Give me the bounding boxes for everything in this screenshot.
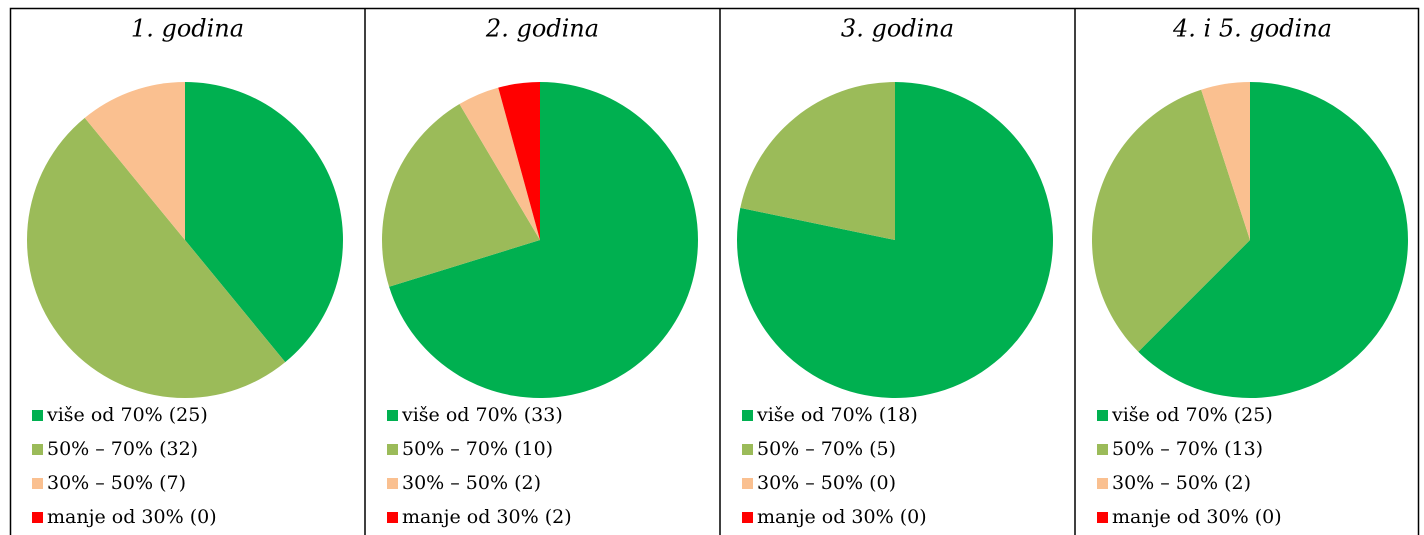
legend-value: (10): [514, 438, 553, 460]
legend-swatch: [387, 478, 398, 489]
legend-entry: više od 70% (33): [401, 404, 563, 426]
legend-value: (18): [879, 404, 918, 426]
pie-slice: [737, 82, 1053, 399]
legend-swatch: [742, 512, 753, 523]
legend-value: (0): [869, 472, 896, 494]
legend-swatch: [32, 512, 43, 523]
legend-value: (0): [900, 506, 927, 528]
legend-entry: manje od 30% (0): [1112, 506, 1282, 528]
chart-title: 3. godina: [841, 15, 954, 43]
legend-entry: 50% – 70% (32): [47, 438, 198, 460]
pie-slice: [740, 82, 895, 240]
legend-swatch: [1097, 444, 1108, 455]
chart-title: 1. godina: [131, 15, 244, 43]
pie-slice: [26, 117, 286, 398]
legend-entry: 30% – 50% (2): [1112, 472, 1251, 494]
chart-title: 4. i 5. godina: [1172, 15, 1332, 43]
pie-slice: [185, 82, 343, 363]
legend-entry: manje od 30% (0): [757, 506, 927, 528]
legend-swatch: [387, 410, 398, 421]
legend-value: (2): [514, 472, 541, 494]
legend-label: 50% – 70%: [402, 438, 508, 460]
legend-entry: manje od 30% (0): [47, 506, 217, 528]
pie-slice: [1091, 89, 1250, 352]
legend-value: (13): [1224, 438, 1263, 460]
legend-value: (0): [1255, 506, 1282, 528]
legend-entry: više od 70% (25): [46, 404, 208, 426]
legend-entry: 50% – 70% (5): [757, 438, 896, 460]
legend-swatch: [1097, 410, 1108, 421]
legend-value: (5): [869, 438, 896, 460]
legend-label: manje od 30%: [1112, 506, 1249, 528]
chart-title: 2. godina: [485, 15, 599, 43]
pie-slice: [1201, 82, 1250, 240]
legend-label: manje od 30%: [757, 506, 894, 528]
pie-slice: [389, 82, 698, 398]
legend-value: (25): [1234, 404, 1273, 426]
legend-label: manje od 30%: [47, 506, 184, 528]
legend-label: 50% – 70%: [1112, 438, 1218, 460]
legend-entry: manje od 30% (2): [402, 506, 572, 528]
legend-value: (7): [159, 472, 186, 494]
pie-slice: [1138, 82, 1408, 398]
legend-swatch: [742, 444, 753, 455]
legend-entry: više od 70% (25): [1111, 404, 1273, 426]
legend-swatch: [32, 410, 43, 421]
legend-entry: 30% – 50% (7): [47, 472, 186, 494]
legend-swatch: [742, 410, 753, 421]
pie-slice: [381, 104, 540, 287]
legend-value: (33): [524, 404, 563, 426]
legend-label: 30% – 50%: [402, 472, 508, 494]
legend-entry: 30% – 50% (0): [757, 472, 896, 494]
legend-value: (2): [1224, 472, 1251, 494]
legend-label: 30% – 50%: [757, 472, 863, 494]
legend-entry: 50% – 70% (13): [1112, 438, 1263, 460]
legend-label: više od 70%: [756, 404, 873, 426]
legend-label: više od 70%: [401, 404, 518, 426]
legend-value: (25): [169, 404, 208, 426]
pie-slice: [459, 87, 540, 241]
legend-swatch: [387, 512, 398, 523]
legend-value: (0): [190, 506, 217, 528]
legend-value: (2): [545, 506, 572, 528]
pie-slice: [498, 82, 540, 240]
legend-label: 30% – 50%: [1112, 472, 1218, 494]
legend-entry: 50% – 70% (10): [402, 438, 553, 460]
legend-label: više od 70%: [46, 404, 163, 426]
table-border: [9, 7, 1420, 535]
legend-entry: više od 70% (18): [756, 404, 918, 426]
legend-label: 50% – 70%: [47, 438, 153, 460]
legend-label: manje od 30%: [402, 506, 539, 528]
legend-swatch: [1097, 512, 1108, 523]
legend-label: 30% – 50%: [47, 472, 153, 494]
legend-label: 50% – 70%: [757, 438, 863, 460]
legend-swatch: [32, 444, 43, 455]
pie-slice: [84, 82, 185, 240]
legend-swatch: [1097, 478, 1108, 489]
legend-value: (32): [159, 438, 198, 460]
legend-swatch: [387, 444, 398, 455]
legend-entry: 30% – 50% (2): [402, 472, 541, 494]
legend-swatch: [742, 478, 753, 489]
legend-label: više od 70%: [1111, 404, 1228, 426]
legend-swatch: [32, 478, 43, 489]
